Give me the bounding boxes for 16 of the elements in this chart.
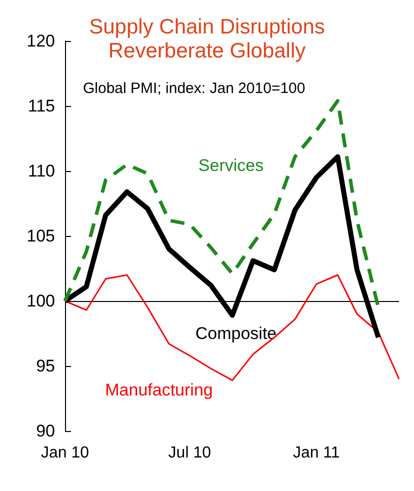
y-tick-label: 90 xyxy=(36,422,55,440)
series-label: Manufacturing xyxy=(105,380,213,400)
y-tick-label: 105 xyxy=(26,226,55,246)
text: Global PMI; index: Jan 2010=100 xyxy=(83,80,306,97)
x-tick-label: Jan 11 xyxy=(292,444,340,462)
line-series xyxy=(64,274,400,382)
y-tick-label: 100 xyxy=(26,292,55,310)
y-tick-label: 95 xyxy=(36,356,55,376)
x-tick-label: Jul 10 xyxy=(168,444,212,462)
x-tick-label: Jan 10 xyxy=(40,444,90,462)
series-label: Composite xyxy=(195,324,277,343)
series-label: Services xyxy=(198,156,264,176)
y-tick-label: 120 xyxy=(26,32,55,50)
y-tick-label: 115 xyxy=(28,96,55,116)
y-tick-label: 110 xyxy=(28,162,55,180)
chart-title: Supply Chain Disruptions Reverberate Globally xyxy=(89,16,325,62)
